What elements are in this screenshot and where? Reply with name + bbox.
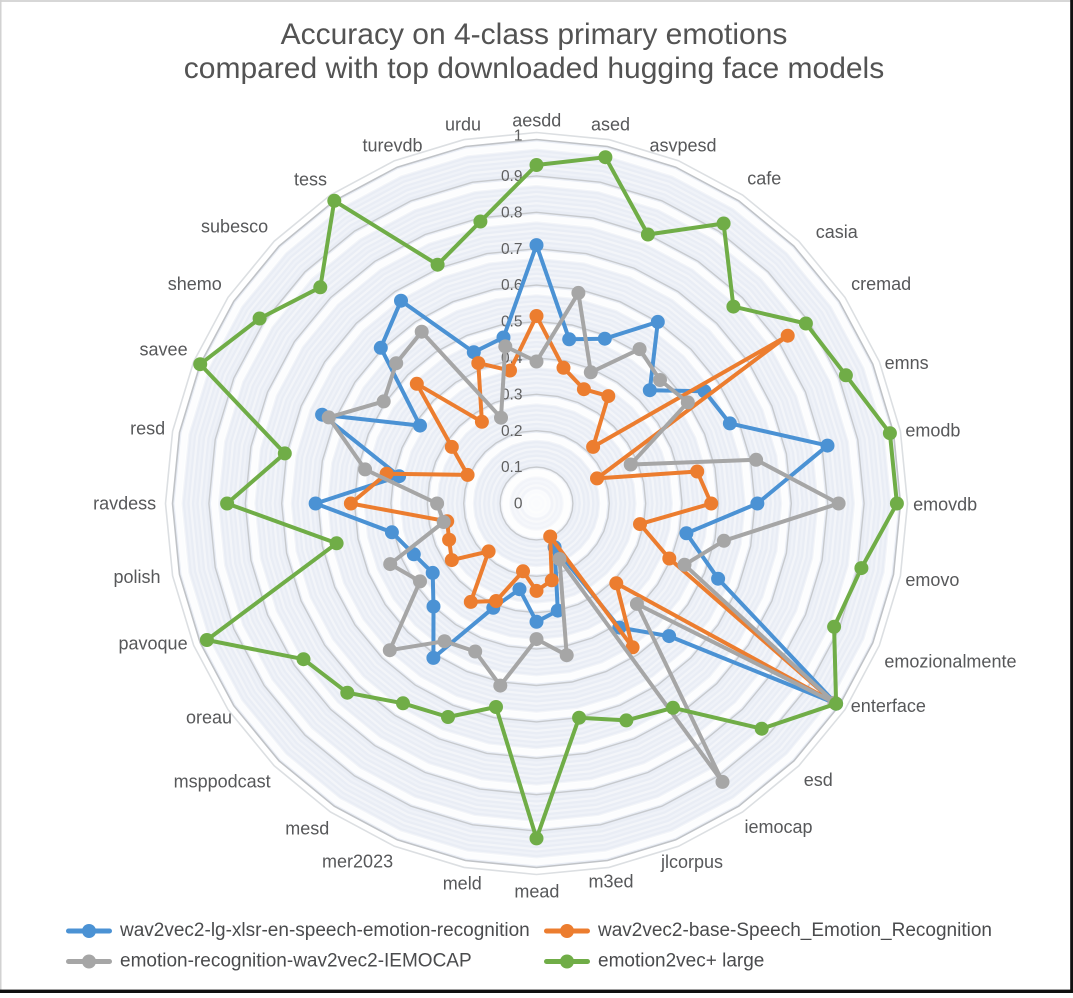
- svg-text:0.8: 0.8: [501, 204, 523, 221]
- svg-text:enterface: enterface: [851, 696, 926, 716]
- svg-text:emodb: emodb: [905, 420, 960, 440]
- svg-text:m3ed: m3ed: [588, 871, 633, 891]
- svg-text:emotion2vec+ large: emotion2vec+ large: [598, 951, 764, 972]
- svg-text:cremad: cremad: [851, 274, 911, 294]
- svg-text:pavoque: pavoque: [119, 633, 188, 653]
- svg-text:emns: emns: [885, 353, 929, 373]
- svg-text:0.7: 0.7: [501, 241, 523, 258]
- svg-text:resd: resd: [130, 418, 165, 438]
- svg-text:emotion-recognition-wav2vec2-I: emotion-recognition-wav2vec2-IEMOCAP: [120, 951, 472, 972]
- svg-text:ased: ased: [591, 115, 630, 135]
- svg-text:asvpesd: asvpesd: [649, 135, 716, 155]
- svg-text:emovo: emovo: [905, 570, 959, 590]
- svg-text:subesco: subesco: [201, 216, 268, 236]
- svg-text:polish: polish: [113, 567, 160, 587]
- svg-text:esd: esd: [804, 770, 833, 790]
- svg-text:0.3: 0.3: [501, 386, 523, 403]
- svg-text:savee: savee: [140, 339, 188, 359]
- svg-text:tess: tess: [294, 170, 327, 190]
- svg-text:ravdess: ravdess: [93, 493, 156, 513]
- svg-text:mead: mead: [514, 881, 559, 901]
- svg-text:turevdb: turevdb: [362, 135, 422, 155]
- svg-text:aesdd: aesdd: [512, 110, 561, 130]
- svg-text:0: 0: [514, 496, 523, 513]
- svg-text:wav2vec2-base-Speech_Emotion_R: wav2vec2-base-Speech_Emotion_Recognition: [597, 920, 992, 941]
- svg-text:0.6: 0.6: [501, 277, 523, 294]
- svg-text:mesd: mesd: [285, 818, 329, 838]
- svg-text:urdu: urdu: [445, 115, 481, 135]
- svg-text:emovdb: emovdb: [913, 494, 977, 514]
- svg-text:0.1: 0.1: [501, 459, 523, 476]
- svg-text:meld: meld: [443, 874, 482, 894]
- svg-text:Accuracy on 4-class primary em: Accuracy on 4-class primary emotions: [281, 18, 788, 51]
- svg-text:0.9: 0.9: [501, 168, 523, 185]
- svg-text:casia: casia: [816, 222, 859, 242]
- svg-text:wav2vec2-lg-xlsr-en-speech-emo: wav2vec2-lg-xlsr-en-speech-emotion-recog…: [119, 920, 530, 941]
- svg-text:iemocap: iemocap: [745, 817, 813, 837]
- svg-text:cafe: cafe: [747, 168, 781, 188]
- svg-text:0.2: 0.2: [501, 423, 523, 440]
- svg-text:emozionalmente: emozionalmente: [884, 651, 1016, 671]
- svg-text:compared with top downloaded h: compared with top downloaded hugging fac…: [184, 52, 884, 85]
- svg-text:oreau: oreau: [186, 707, 232, 727]
- svg-text:jlcorpus: jlcorpus: [660, 852, 723, 872]
- svg-text:shemo: shemo: [168, 274, 222, 294]
- svg-text:1: 1: [514, 128, 523, 145]
- svg-text:msppodcast: msppodcast: [174, 772, 271, 792]
- svg-text:mer2023: mer2023: [322, 852, 393, 872]
